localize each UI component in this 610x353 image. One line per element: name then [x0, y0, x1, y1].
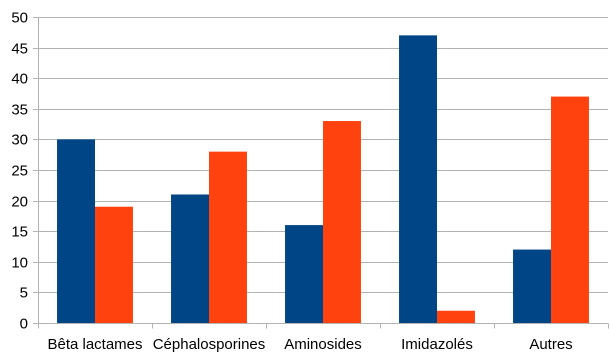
bar-series2-imidazol-s [437, 310, 475, 323]
bars [57, 35, 589, 324]
y-tick-label-45: 45 [11, 41, 28, 58]
y-tick-label-10: 10 [11, 255, 28, 272]
y-tick-label-0: 0 [20, 316, 28, 333]
y-tick-label-50: 50 [11, 10, 28, 27]
bar-series2-autres [551, 96, 589, 323]
bar-series2-aminosides [323, 121, 361, 323]
y-tick-labels: 0 5 10 15 20 25 30 35 40 45 50 [11, 10, 28, 333]
y-tick-label-30: 30 [11, 132, 28, 149]
y-tick-label-35: 35 [11, 102, 28, 119]
x-tick-label: Aminosides [284, 336, 362, 353]
bar-series1-c-phalosporines [171, 194, 209, 323]
y-tick-label-20: 20 [11, 194, 28, 211]
x-tick-label: Céphalosporines [153, 336, 266, 353]
bar-series1-imidazol-s [399, 35, 437, 324]
bar-series1-autres [513, 249, 551, 323]
bar-series2-b-ta-lactames [95, 206, 133, 323]
bar-series1-aminosides [285, 225, 323, 323]
bar-series1-b-ta-lactames [57, 139, 95, 323]
y-tick-label-25: 25 [11, 163, 28, 180]
y-tick-label-40: 40 [11, 71, 28, 88]
x-tick-labels: Bêta lactames Céphalosporines Aminosides Im… [47, 336, 572, 353]
x-tick-label: Autres [529, 336, 572, 353]
x-tick-label: Bêta lactames [47, 336, 142, 353]
y-tick-label-5: 5 [20, 285, 28, 302]
x-tick-label: Imidazolés [401, 336, 473, 353]
y-tick-label-15: 15 [11, 224, 28, 241]
bar-series2-c-phalosporines [209, 151, 247, 323]
axes [33, 17, 609, 329]
